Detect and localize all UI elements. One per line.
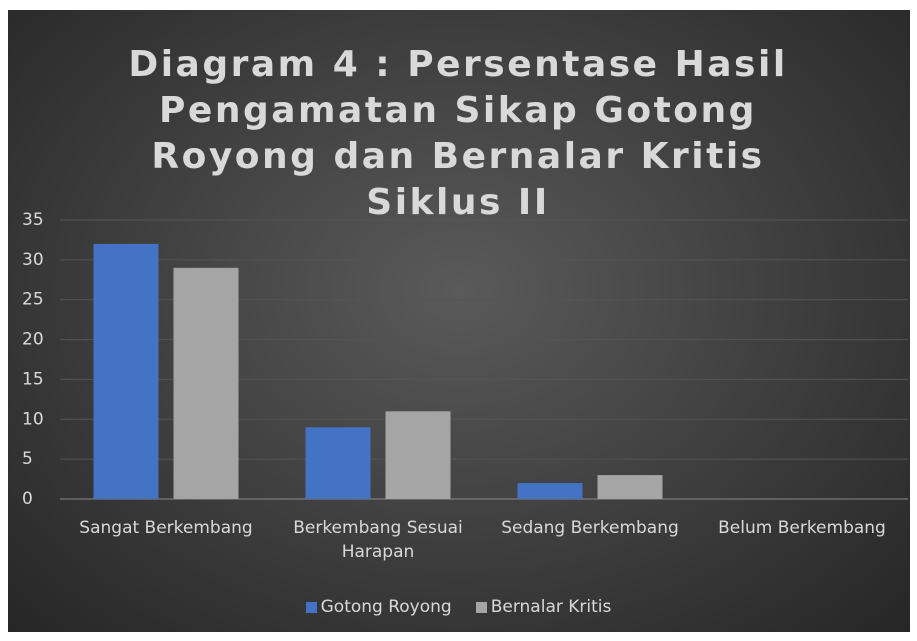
y-tick-label: 0 bbox=[22, 489, 33, 509]
legend-item: Bernalar Kritis bbox=[475, 597, 612, 617]
chart-title: Diagram 4 : Persentase Hasil Pengamatan … bbox=[128, 44, 788, 223]
y-tick-label: 25 bbox=[22, 290, 44, 310]
legend-swatch bbox=[475, 601, 487, 613]
y-tick-label: 5 bbox=[22, 449, 33, 469]
bar bbox=[597, 475, 663, 499]
y-tick-label: 35 bbox=[22, 210, 44, 230]
y-tick-label: 10 bbox=[22, 409, 44, 429]
legend-label: Gotong Royong bbox=[320, 597, 452, 617]
x-tick-label: Berkembang Sesuai Harapan bbox=[293, 518, 463, 562]
legend-label: Bernalar Kritis bbox=[490, 597, 612, 617]
y-tick-label: 20 bbox=[22, 330, 44, 350]
bar bbox=[517, 483, 583, 499]
bar bbox=[93, 243, 159, 499]
y-tick-label: 30 bbox=[22, 250, 44, 270]
bar bbox=[173, 267, 239, 499]
legend: Gotong Royong Bernalar Kritis bbox=[0, 597, 917, 617]
legend-item: Gotong Royong bbox=[305, 597, 452, 617]
bar bbox=[305, 427, 371, 499]
legend-swatch bbox=[305, 601, 317, 613]
x-tick-label: Sangat Berkembang bbox=[79, 518, 253, 538]
x-tick-label: Belum Berkembang bbox=[718, 518, 886, 538]
x-tick-label: Sedang Berkembang bbox=[501, 518, 679, 538]
y-tick-label: 15 bbox=[22, 369, 44, 389]
bar bbox=[385, 411, 451, 499]
